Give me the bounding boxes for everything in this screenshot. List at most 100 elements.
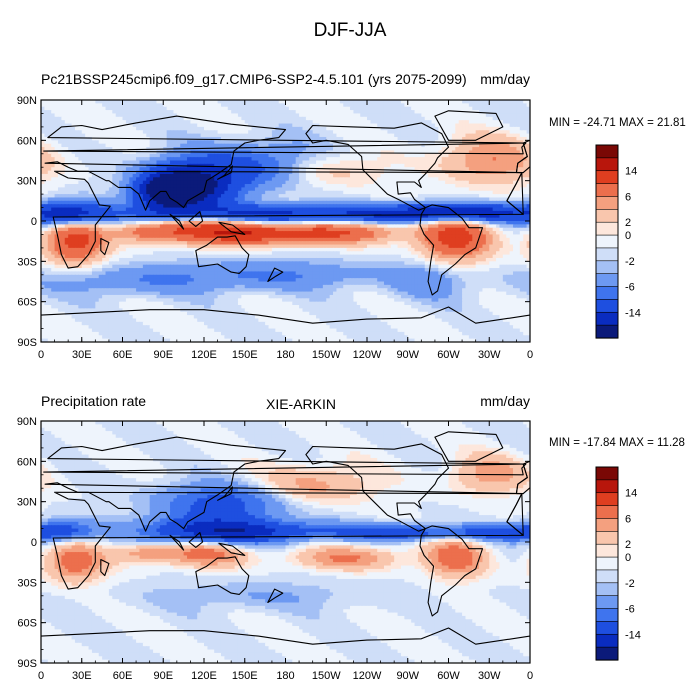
grid-cell: [339, 157, 344, 162]
grid-cell: [417, 100, 422, 104]
grid-cell: [329, 120, 334, 125]
grid-cell: [465, 133, 470, 138]
grid-cell: [309, 200, 314, 205]
grid-cell: [343, 133, 348, 138]
grid-cell: [170, 170, 175, 175]
grid-cell: [492, 123, 497, 128]
grid-cell: [224, 147, 229, 152]
grid-cell: [506, 133, 511, 138]
grid-cell: [350, 214, 355, 219]
grid-cell: [180, 170, 185, 175]
grid-cell: [458, 200, 463, 205]
grid-cell: [326, 200, 331, 205]
grid-cell: [44, 106, 49, 111]
grid-cell: [282, 190, 287, 195]
grid-cell: [448, 106, 453, 111]
grid-cell: [81, 120, 86, 125]
grid-cell: [312, 126, 317, 131]
grid-cell: [339, 136, 344, 141]
grid-cell: [227, 177, 232, 182]
grid-cell: [448, 143, 453, 148]
grid-cell: [115, 184, 120, 188]
grid-cell: [394, 210, 399, 215]
grid-cell: [285, 180, 290, 185]
grid-cell: [309, 143, 314, 148]
grid-cell: [397, 133, 402, 138]
grid-cell: [258, 120, 263, 125]
grid-cell: [380, 190, 385, 195]
grid-cell: [197, 187, 202, 192]
grid-cell: [519, 136, 524, 141]
grid-cell: [394, 100, 399, 104]
grid-cell: [68, 197, 73, 202]
grid-cell: [336, 160, 341, 165]
grid-cell: [312, 163, 317, 168]
grid-cell: [200, 173, 205, 178]
grid-cell: [271, 210, 276, 215]
grid-cell: [305, 194, 310, 199]
grid-cell: [414, 100, 419, 104]
grid-cell: [119, 150, 124, 155]
grid-cell: [261, 140, 266, 145]
grid-cell: [200, 200, 205, 205]
grid-cell: [248, 130, 253, 135]
grid-cell: [129, 133, 134, 138]
grid-cell: [502, 147, 507, 152]
grid-cell: [78, 130, 83, 135]
grid-cell: [312, 197, 317, 202]
grid-cell: [472, 190, 477, 195]
grid-cell: [41, 126, 45, 131]
grid-cell: [129, 190, 134, 195]
grid-cell: [326, 210, 331, 215]
grid-cell: [159, 140, 164, 145]
grid-cell: [220, 136, 225, 141]
grid-cell: [81, 204, 86, 209]
grid-cell: [455, 150, 460, 155]
grid-cell: [122, 163, 127, 168]
grid-cell: [394, 113, 399, 118]
grid-cell: [496, 200, 501, 205]
grid-cell: [322, 143, 327, 148]
grid-cell: [472, 184, 477, 188]
grid-cell: [41, 153, 45, 158]
grid-cell: [214, 204, 219, 209]
grid-cell: [407, 143, 412, 148]
grid-cell: [204, 153, 208, 158]
grid-cell: [502, 133, 507, 138]
grid-cell: [479, 167, 484, 172]
grid-cell: [231, 210, 236, 215]
grid-cell: [170, 153, 175, 158]
grid-cell: [417, 167, 422, 172]
grid-cell: [367, 200, 371, 205]
grid-cell: [47, 103, 52, 108]
grid-cell: [122, 116, 127, 121]
grid-cell: [479, 157, 484, 162]
grid-cell: [224, 130, 229, 135]
grid-cell: [271, 180, 276, 185]
grid-cell: [234, 184, 239, 188]
grid-cell: [220, 106, 225, 111]
grid-cell: [64, 167, 69, 172]
grid-cell: [108, 140, 113, 145]
grid-cell: [492, 160, 497, 165]
grid-cell: [44, 153, 49, 158]
grid-cell: [492, 210, 497, 215]
grid-cell: [217, 160, 222, 165]
grid-cell: [190, 120, 195, 125]
grid-cell: [176, 153, 181, 158]
grid-cell: [485, 153, 490, 158]
grid-cell: [428, 120, 433, 125]
grid-cell: [404, 187, 409, 192]
grid-cell: [81, 210, 86, 215]
grid-cell: [108, 123, 113, 128]
grid-cell: [434, 163, 439, 168]
grid-cell: [288, 160, 293, 165]
grid-cell: [64, 157, 69, 162]
grid-cell: [278, 113, 283, 118]
grid-cell: [353, 180, 358, 185]
grid-cell: [275, 173, 280, 178]
grid-cell: [305, 136, 310, 141]
grid-cell: [356, 180, 361, 185]
grid-cell: [44, 133, 49, 138]
grid-cell: [299, 136, 304, 141]
